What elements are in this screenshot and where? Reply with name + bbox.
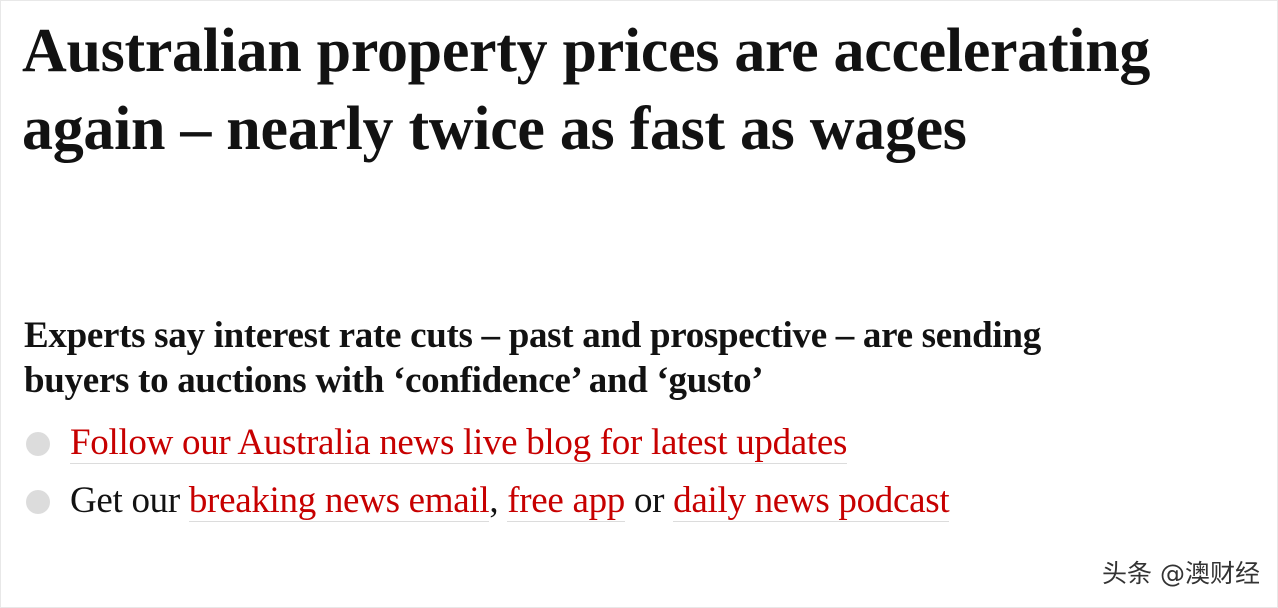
- text: ,: [489, 480, 499, 521]
- bullet: Follow our Australia news live blog for …: [24, 420, 1084, 466]
- watermark: 头条 @澳财经: [1102, 559, 1260, 588]
- bullet-list: Follow our Australia news live blog for …: [24, 420, 1084, 536]
- standfirst: Experts say interest rate cuts – past an…: [24, 315, 1041, 401]
- bullet-dot: [26, 432, 50, 456]
- link[interactable]: breaking news email: [188, 480, 490, 522]
- link[interactable]: free app: [507, 480, 626, 522]
- bullet-dot: [26, 490, 50, 514]
- bullet: Get our breaking news email, free app or…: [24, 478, 1084, 524]
- text: or: [633, 480, 665, 521]
- text: Get our: [70, 480, 180, 521]
- link[interactable]: daily news podcast: [673, 480, 950, 522]
- link[interactable]: Follow our Australia news live blog for …: [70, 422, 848, 464]
- headline: Australian property prices are accelerat…: [22, 17, 1151, 163]
